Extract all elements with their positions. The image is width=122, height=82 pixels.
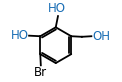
Text: HO: HO: [10, 29, 29, 42]
Text: HO: HO: [48, 2, 66, 15]
Text: OH: OH: [92, 30, 111, 43]
Text: Br: Br: [34, 66, 47, 79]
